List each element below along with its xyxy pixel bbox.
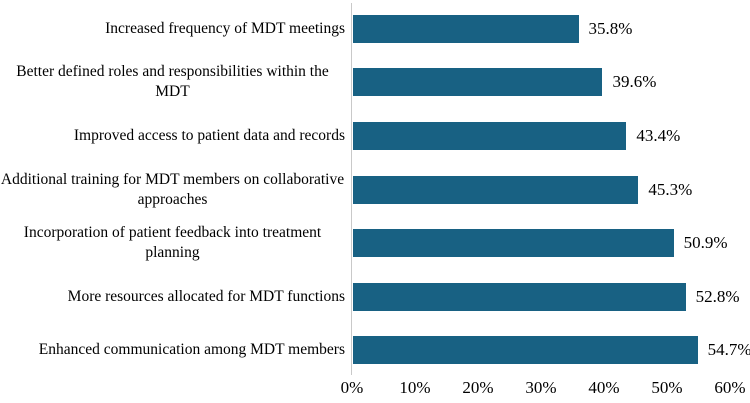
category-label-cell: Improved access to patient data and reco…: [0, 126, 352, 146]
x-tick-label: 0%: [340, 378, 364, 397]
category-label-cell: Incorporation of patient feedback into t…: [0, 223, 352, 263]
chart-row: Better defined roles and responsibilitie…: [0, 56, 750, 110]
bar: [353, 282, 686, 311]
chart-row: Additional training for MDT members on c…: [0, 163, 750, 217]
category-label: Increased frequency of MDT meetings: [105, 19, 345, 37]
category-label-cell: Better defined roles and responsibilitie…: [0, 62, 352, 102]
category-label-cell: More resources allocated for MDT functio…: [0, 287, 352, 307]
value-label: 45.3%: [648, 179, 693, 199]
category-label: Additional training for MDT members on c…: [0, 170, 345, 208]
category-label: Enhanced communication among MDT members: [38, 341, 345, 359]
chart-row: Enhanced communication among MDT members…: [0, 323, 750, 377]
chart-row: Incorporation of patient feedback into t…: [0, 216, 750, 270]
category-label-cell: Enhanced communication among MDT members: [0, 340, 352, 360]
category-label: More resources allocated for MDT functio…: [67, 287, 345, 305]
x-tick-label: 30%: [525, 378, 557, 397]
category-label: Better defined roles and responsibilitie…: [16, 63, 329, 101]
bar: [353, 121, 627, 150]
value-label: 54.7%: [707, 340, 750, 360]
bar: [353, 229, 674, 258]
category-label: Incorporation of patient feedback into t…: [23, 224, 322, 262]
value-label: 39.6%: [612, 72, 657, 92]
bar-area: 43.4%: [352, 109, 750, 163]
value-label: 52.8%: [695, 286, 740, 306]
x-tick-label: 10%: [399, 378, 431, 397]
category-label: Improved access to patient data and reco…: [73, 126, 345, 144]
x-tick-label: 20%: [462, 378, 494, 397]
y-axis-line: [351, 3, 352, 375]
bar-area: 54.7%: [352, 323, 750, 377]
bar: [353, 14, 579, 43]
category-label-cell: Additional training for MDT members on c…: [0, 170, 352, 210]
x-tick-label: 40%: [588, 378, 620, 397]
chart-row: Improved access to patient data and reco…: [0, 109, 750, 163]
chart-rows: Increased frequency of MDT meetings 35.8%…: [0, 2, 750, 377]
bar: [353, 175, 639, 204]
value-label: 43.4%: [636, 125, 681, 145]
bar-area: 39.6%: [352, 56, 750, 110]
chart-row: Increased frequency of MDT meetings 35.8%: [0, 2, 750, 56]
chart-row: More resources allocated for MDT functio…: [0, 270, 750, 324]
bar-area: 50.9%: [352, 216, 750, 270]
bar: [353, 336, 698, 365]
bar-area: 52.8%: [352, 270, 750, 324]
bar: [353, 68, 603, 97]
x-tick-label: 50%: [651, 378, 683, 397]
value-label: 50.9%: [683, 233, 728, 253]
x-axis-tick-labels: 0% 10% 20% 30% 40% 50% 60%: [0, 378, 750, 403]
category-label-cell: Increased frequency of MDT meetings: [0, 19, 352, 39]
value-label: 35.8%: [588, 18, 633, 38]
x-tick-label: 60%: [714, 378, 746, 397]
bar-area: 35.8%: [352, 2, 750, 56]
bar-area: 45.3%: [352, 163, 750, 217]
